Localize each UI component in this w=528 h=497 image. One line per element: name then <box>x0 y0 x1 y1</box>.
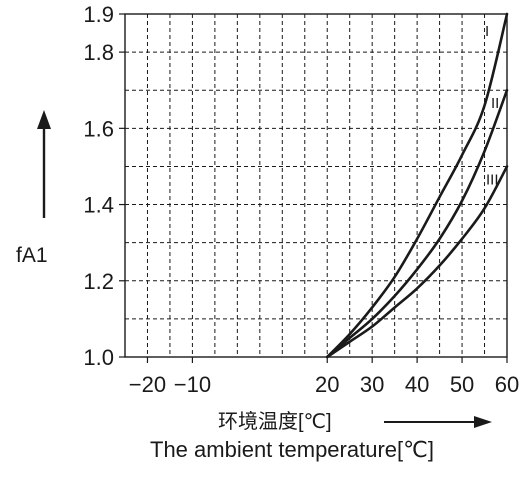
x-tick-label: 40 <box>405 372 429 397</box>
y-tick-label: 1.4 <box>83 193 114 218</box>
x-axis-arrowhead <box>474 416 492 428</box>
y-tick-label: 1.6 <box>83 116 114 141</box>
tick-labels: −20 −10 20 30 40 50 60 1.0 1.2 1.4 1.6 1.8 1.9 <box>83 2 519 397</box>
y-tick-label: 1.8 <box>83 40 114 65</box>
plot-frame <box>124 13 508 358</box>
series-label-1: I <box>485 23 489 40</box>
x-tick-label: −20 <box>129 372 166 397</box>
y-axis-label: fA1 <box>16 244 48 267</box>
series-line-3 <box>325 165 509 359</box>
x-tick-label: −10 <box>174 372 211 397</box>
x-tick-label: 30 <box>360 372 384 397</box>
y-tick-label: 1.9 <box>83 2 114 27</box>
x-axis-label-chinese: 环境温度[℃] <box>218 411 332 433</box>
series-label-3: III <box>486 171 499 188</box>
y-tick-label: 1.2 <box>83 269 114 294</box>
x-tick-label: 20 <box>315 372 339 397</box>
grid <box>125 14 507 357</box>
x-tick-label: 60 <box>495 372 519 397</box>
series-line-1 <box>325 12 509 359</box>
x-tick-label: 50 <box>450 372 474 397</box>
series-label-2: II <box>491 95 499 112</box>
series-curves <box>325 12 509 359</box>
x-axis-label-english: The ambient temperature[℃] <box>150 437 434 462</box>
series-line-2 <box>325 88 509 359</box>
y-tick-label: 1.0 <box>83 345 114 370</box>
y-axis-arrowhead <box>37 110 51 129</box>
